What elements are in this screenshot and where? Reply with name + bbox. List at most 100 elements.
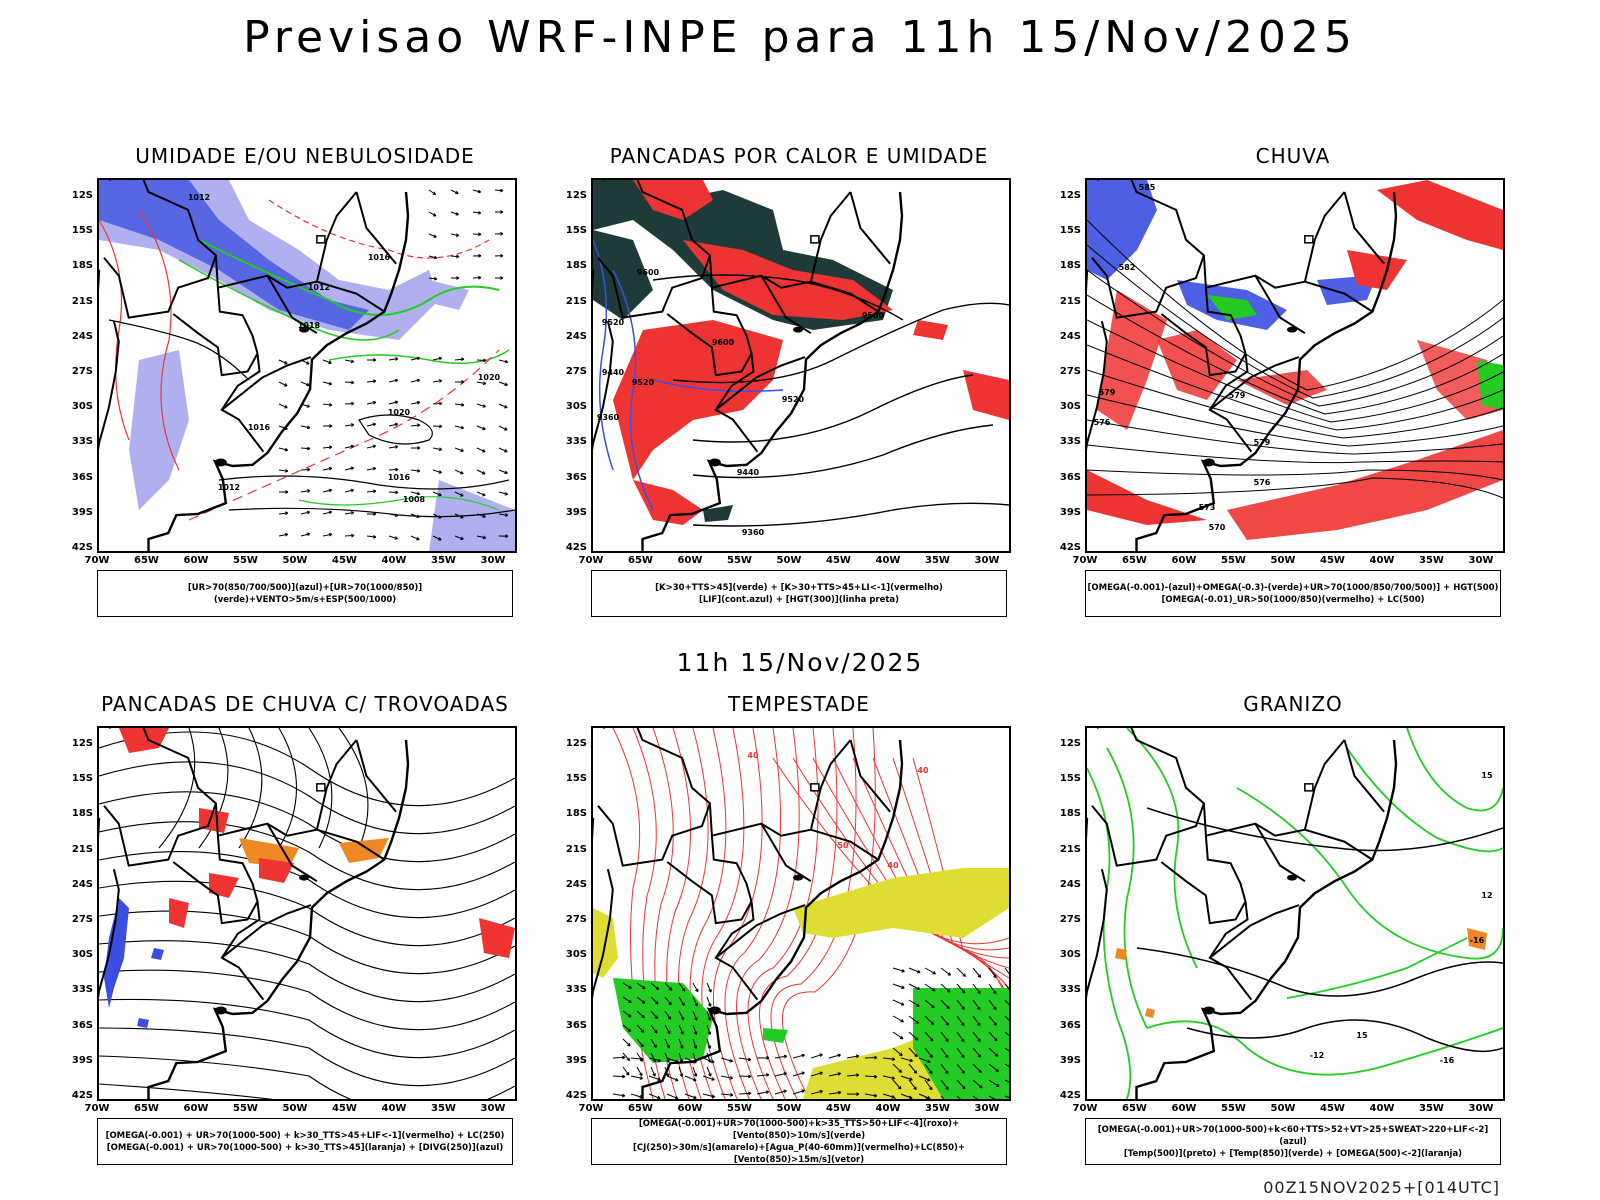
svg-text:9520: 9520 [632, 378, 655, 387]
svg-text:9600: 9600 [637, 268, 660, 277]
run-timestamp: 00Z15NOV2025+[014UTC] [1263, 1178, 1500, 1197]
svg-text:9520: 9520 [782, 395, 805, 404]
lon-tick-label: 50W [1270, 555, 1296, 566]
svg-text:-16: -16 [1440, 1056, 1455, 1065]
svg-text:570: 570 [1209, 523, 1226, 532]
weather-map: 40 40 40 50 [591, 726, 1011, 1101]
lat-tick-label: 27S [71, 914, 93, 925]
lat-tick-label: 18S [71, 808, 93, 820]
lon-tick-label: 50W [776, 1103, 802, 1114]
lat-tick-label: 18S [1059, 808, 1081, 820]
lon-tick-label: 40W [381, 555, 407, 566]
svg-text:9360: 9360 [742, 528, 765, 537]
svg-text:9360: 9360 [597, 413, 620, 422]
lon-tick-label: 30W [974, 555, 1000, 566]
lon-tick-label: 35W [431, 555, 456, 566]
lat-tick-label: 30S [1059, 949, 1081, 961]
lon-tick-label: 45W [332, 1103, 357, 1114]
lat-tick-label: 36S [1059, 471, 1081, 483]
lon-tick-label: 70W [84, 555, 110, 566]
svg-text:9520: 9520 [602, 318, 625, 327]
lat-tick-label: 27S [565, 914, 587, 925]
lat-tick-label: 24S [565, 878, 587, 890]
panel-legend: [OMEGA(-0.001)+UR>70(1000-500)+k<60+TTS>… [1085, 1118, 1501, 1165]
panel-title: PANCADAS DE CHUVA C/ TROVOADAS [101, 692, 509, 716]
lat-tick-label: 15S [1059, 773, 1081, 785]
panel-legend: [OMEGA(-0.001)+UR>70(1000-500)+k>35_TTS>… [591, 1118, 1007, 1165]
lon-tick-label: 55W [1221, 555, 1246, 566]
svg-text:9600: 9600 [712, 338, 735, 347]
lat-tick-label: 18S [565, 260, 587, 272]
svg-text:1016: 1016 [388, 473, 411, 482]
lat-tick-label: 39S [1059, 1054, 1081, 1066]
svg-text:1016: 1016 [248, 423, 271, 432]
lat-tick-label: 33S [1059, 436, 1081, 448]
lat-tick-label: 15S [565, 225, 587, 237]
lat-tick-label: 21S [71, 843, 93, 855]
lat-tick-label: 12S [71, 190, 93, 201]
lat-tick-label: 42S [565, 1090, 587, 1101]
svg-text:579: 579 [1099, 388, 1116, 397]
lat-tick-label: 30S [1059, 401, 1081, 413]
lon-tick-label: 50W [1270, 1103, 1296, 1114]
svg-text:50: 50 [837, 841, 849, 850]
bottom-row-subtitle: 11h 15/Nov/2025 [676, 648, 924, 677]
legend-line: [UR>70(850/700/500)](azul)+[UR>70(1000/8… [187, 582, 423, 605]
map-canvas [99, 728, 515, 1099]
lon-tick-label: 35W [1419, 555, 1444, 566]
lat-tick-label: 33S [71, 436, 93, 448]
lat-tick-label: 15S [71, 773, 93, 785]
lat-tick-label: 24S [71, 878, 93, 890]
lat-tick-label: 21S [565, 295, 587, 307]
weather-map: 1012 1012 1018 1016 1012 1020 1016 1008 1016 1020 [97, 178, 517, 553]
legend-line: [Temp(500)](preto) + [Temp(850)](verde) … [1123, 1148, 1463, 1159]
lon-tick-label: 70W [84, 1103, 110, 1114]
lat-tick-label: 15S [71, 225, 93, 237]
panel-legend: [OMEGA(-0.001)-(azul)+OMEGA(-0.3)-(verde… [1085, 570, 1501, 617]
lat-tick-label: 42S [71, 542, 93, 553]
lat-tick-label: 30S [71, 949, 93, 961]
lon-tick-label: 50W [776, 555, 802, 566]
lat-tick-label: 30S [71, 401, 93, 413]
lon-tick-label: 70W [1072, 555, 1098, 566]
lon-tick-label: 70W [578, 1103, 604, 1114]
svg-text:-12: -12 [1310, 1051, 1324, 1060]
weather-map: 585 582 579 576 579 576 573 570 579 [1085, 178, 1505, 553]
svg-text:15: 15 [1481, 771, 1493, 780]
lon-tick-label: 65W [1122, 1103, 1147, 1114]
lat-tick-label: 27S [1059, 914, 1081, 925]
svg-text:1012: 1012 [218, 483, 240, 492]
lon-tick-label: 30W [480, 555, 506, 566]
panel-legend: [OMEGA(-0.001) + UR>70(1000-500) + k>30_… [97, 1118, 513, 1165]
lon-tick-label: 60W [183, 555, 209, 566]
lat-tick-label: 15S [565, 773, 587, 785]
lat-tick-label: 30S [565, 949, 587, 961]
legend-line: [OMEGA(-0.001) + UR>70(1000-500) + k>30_… [106, 1142, 504, 1153]
svg-text:582: 582 [1119, 263, 1136, 272]
svg-text:1018: 1018 [298, 321, 321, 330]
legend-line: [CJ(250)>30m/s](amarelo)+[Agua_P(40-60mm… [632, 1142, 966, 1165]
lon-tick-label: 40W [381, 1103, 407, 1114]
lon-tick-label: 65W [134, 1103, 159, 1114]
map-canvas: -12 -16 -16 15 12 15 [1087, 728, 1503, 1099]
svg-text:15: 15 [1356, 1031, 1368, 1040]
lat-tick-label: 24S [1059, 878, 1081, 890]
weather-map: -12 -16 -16 15 12 15 [1085, 726, 1505, 1101]
lat-tick-label: 42S [71, 1090, 93, 1101]
lat-tick-label: 36S [565, 1019, 587, 1031]
legend-line: [OMEGA(-0.001)+UR>70(1000-500)+k>35_TTS>… [638, 1118, 960, 1141]
lat-tick-label: 36S [71, 1019, 93, 1031]
lat-tick-label: 33S [1059, 984, 1081, 996]
lat-tick-label: 27S [71, 366, 93, 377]
svg-text:1020: 1020 [388, 408, 411, 417]
lat-tick-label: 42S [1059, 1090, 1081, 1101]
legend-line: [OMEGA(-0.001) + UR>70(1000-500) + k>30_… [105, 1130, 505, 1141]
lat-tick-label: 39S [565, 506, 587, 518]
lon-tick-label: 50W [282, 555, 308, 566]
lon-tick-label: 35W [925, 555, 950, 566]
lon-tick-label: 30W [480, 1103, 506, 1114]
weather-map: 9600 9520 9440 9520 9600 9520 9440 9360 9500 9360 [591, 178, 1011, 553]
svg-text:585: 585 [1139, 183, 1156, 192]
panel-title: CHUVA [1255, 144, 1331, 168]
